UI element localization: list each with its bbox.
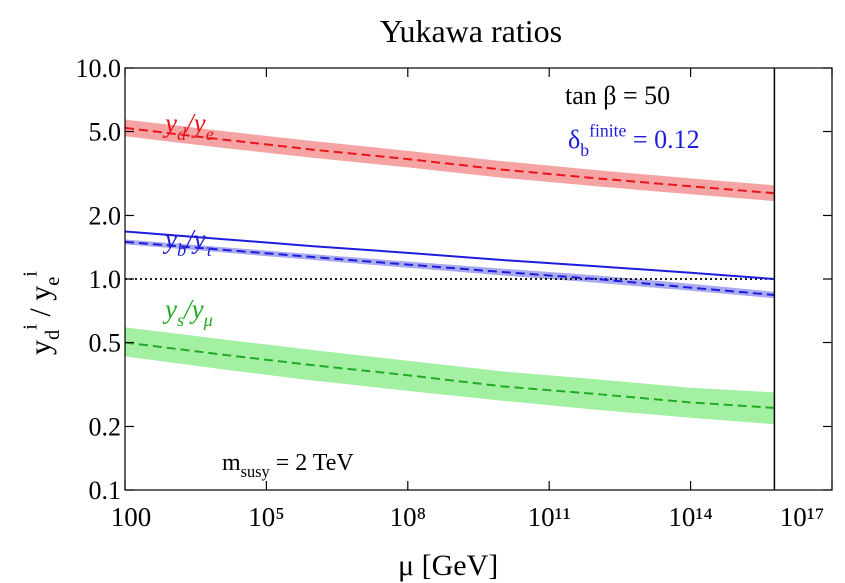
y-axis-label: ydi / yei bbox=[20, 271, 65, 355]
y-axis-label-part: / y bbox=[24, 286, 57, 324]
x-tick-label: 10¹⁷ bbox=[780, 502, 825, 532]
y-tick-label: 0.5 bbox=[89, 329, 122, 358]
series-label-part: y bbox=[162, 294, 177, 324]
x-tick-label: 10¹⁴ bbox=[668, 502, 713, 532]
series-label-part: τ bbox=[206, 240, 214, 260]
series-label-part: /y bbox=[184, 108, 206, 138]
annotation-part: = 2 TeV bbox=[270, 450, 355, 476]
annotation-part: m bbox=[222, 450, 241, 476]
series-label-part: y bbox=[162, 224, 177, 254]
x-tick-label: 10⁸ bbox=[390, 502, 426, 532]
series-line bbox=[124, 126, 775, 195]
y-tick-label: 10.0 bbox=[76, 54, 122, 83]
series-line bbox=[124, 240, 775, 296]
y-axis-label-part: i bbox=[20, 271, 42, 277]
annotation-part: tan β = 50 bbox=[565, 81, 670, 110]
series-label-part: s bbox=[177, 310, 184, 330]
x-tick-label: 10¹¹ bbox=[528, 502, 571, 532]
series-line bbox=[124, 230, 775, 280]
x-tick-label: 10⁵ bbox=[248, 502, 284, 532]
series-label-part: /y bbox=[184, 224, 206, 254]
y-tick-label: 0.1 bbox=[89, 476, 122, 505]
series-label-part: b bbox=[177, 240, 186, 260]
series-label-part: /y bbox=[182, 294, 204, 324]
annotation-part: b bbox=[580, 140, 589, 160]
series-label-part: d bbox=[177, 124, 187, 144]
x-axis-label-part: μ bbox=[398, 549, 414, 582]
series-label-part: y bbox=[162, 108, 177, 138]
series-label-part: e bbox=[206, 124, 214, 144]
y-axis-label-part: i bbox=[20, 324, 42, 330]
x-axis-label-part: [GeV] bbox=[414, 549, 498, 582]
annotation: tan β = 50 bbox=[565, 81, 670, 110]
y-tick-label: 2.0 bbox=[89, 201, 122, 230]
annotation: δbfinite = 0.12 bbox=[568, 120, 700, 160]
y-tick-label: 5.0 bbox=[89, 118, 122, 147]
y-axis-label-part: e bbox=[42, 277, 64, 286]
annotation-part: δ bbox=[568, 125, 580, 154]
annotation: msusy = 2 TeV bbox=[222, 450, 354, 481]
series-label: yb/yτ bbox=[162, 224, 214, 260]
chart-title: Yukawa ratios bbox=[380, 13, 562, 49]
error-band bbox=[125, 327, 775, 425]
y-axis-label-part: d bbox=[42, 330, 64, 340]
annotation-part: susy bbox=[241, 462, 271, 481]
y-axis-label-part: y bbox=[24, 340, 57, 355]
x-axis-label: μ [GeV] bbox=[398, 549, 498, 582]
annotation-part: finite bbox=[589, 120, 626, 140]
series-label: yd/ye bbox=[162, 108, 214, 144]
y-tick-label: 1.0 bbox=[89, 265, 122, 294]
annotation-part: = 0.12 bbox=[626, 125, 699, 154]
series-label: ys/yμ bbox=[162, 294, 213, 330]
y-tick-label: 0.2 bbox=[89, 412, 122, 441]
series-line bbox=[124, 341, 775, 409]
error-band bbox=[125, 119, 775, 202]
series-label-part: μ bbox=[203, 310, 213, 330]
x-tick-label: 100 bbox=[111, 502, 152, 532]
